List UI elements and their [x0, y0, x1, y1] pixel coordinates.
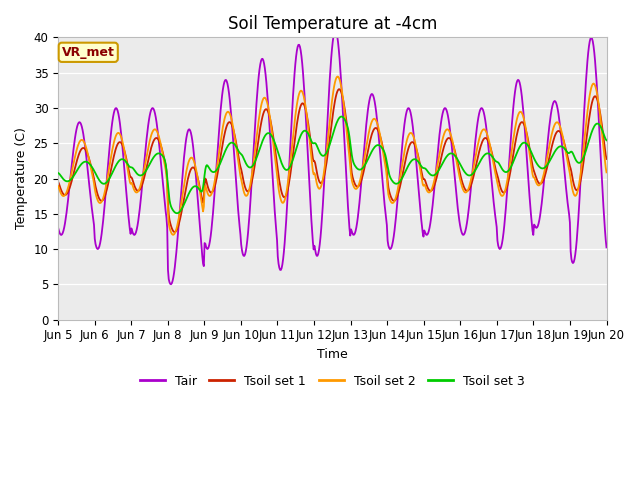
Y-axis label: Temperature (C): Temperature (C): [15, 128, 28, 229]
Title: Soil Temperature at -4cm: Soil Temperature at -4cm: [228, 15, 437, 33]
X-axis label: Time: Time: [317, 348, 348, 361]
Legend: Tair, Tsoil set 1, Tsoil set 2, Tsoil set 3: Tair, Tsoil set 1, Tsoil set 2, Tsoil se…: [135, 370, 530, 393]
Text: VR_met: VR_met: [62, 46, 115, 59]
